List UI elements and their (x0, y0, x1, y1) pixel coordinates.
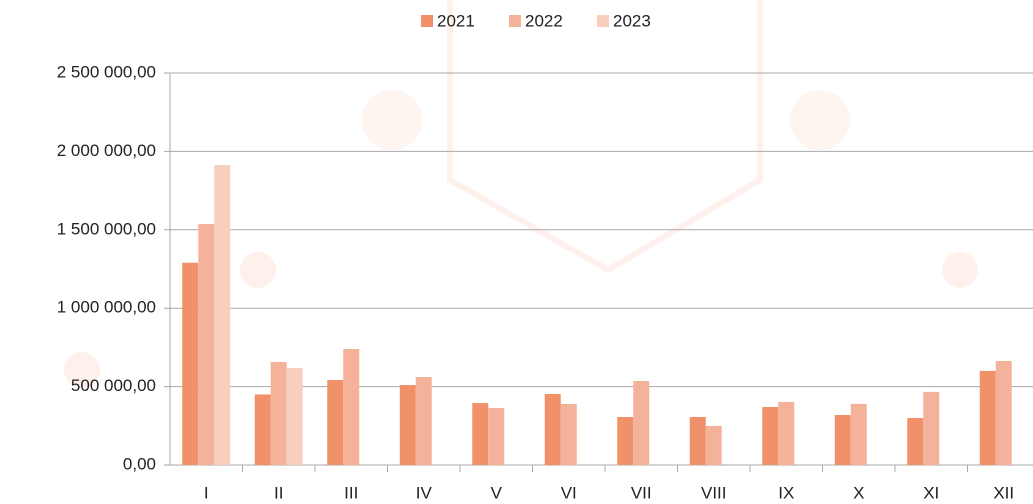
x-tick-label: VI (561, 483, 577, 502)
bar (835, 415, 851, 465)
bar (214, 165, 230, 465)
bar (472, 403, 488, 465)
bar (400, 385, 416, 465)
bar (416, 377, 432, 465)
x-tick-label: I (204, 483, 209, 502)
page: {"chart_data": {"type": "bar", "categori… (0, 0, 1033, 504)
x-tick-label: VII (631, 483, 652, 502)
legend-swatch (509, 15, 521, 27)
bar (182, 263, 198, 465)
bar (561, 404, 577, 465)
bar (343, 349, 359, 465)
bar (488, 408, 504, 465)
bar (287, 368, 303, 465)
x-tick-label: XII (993, 483, 1014, 502)
bar (255, 394, 271, 465)
bar (923, 392, 939, 465)
legend-label: 2023 (613, 11, 651, 30)
bar (617, 417, 633, 465)
y-tick-label: 2 000 000,00 (57, 141, 156, 160)
y-tick-label: 1 500 000,00 (57, 219, 156, 238)
y-tick-label: 1 000 000,00 (57, 298, 156, 317)
bar (327, 380, 343, 465)
legend-swatch (597, 15, 609, 27)
x-tick-label: V (491, 483, 503, 502)
bar (980, 371, 996, 465)
x-tick-label: III (344, 483, 358, 502)
y-tick-label: 500 000,00 (71, 376, 156, 395)
bar (907, 418, 923, 465)
bar (633, 381, 649, 465)
bar (271, 362, 287, 465)
x-tick-label: XI (923, 483, 939, 502)
chart: 0,00 500 000,00 1 000 000,00 1 500 000,00 2 … (0, 0, 1033, 504)
bar (762, 407, 778, 465)
legend-label: 2021 (437, 11, 475, 30)
x-tick-label: IX (778, 483, 794, 502)
bar (851, 404, 867, 465)
y-tick-label: 0,00 (123, 454, 156, 473)
bar (706, 426, 722, 465)
x-tick-label: X (853, 483, 864, 502)
bar (996, 361, 1012, 465)
y-tick-label: 2 500 000,00 (57, 62, 156, 81)
x-tick-label: II (274, 483, 283, 502)
bar (778, 402, 794, 465)
x-tick-label: IV (416, 483, 433, 502)
bar (545, 394, 561, 465)
legend-swatch (421, 15, 433, 27)
bar (198, 224, 214, 465)
bar (690, 417, 706, 465)
x-tick-label: VIII (701, 483, 727, 502)
legend-label: 2022 (525, 11, 563, 30)
